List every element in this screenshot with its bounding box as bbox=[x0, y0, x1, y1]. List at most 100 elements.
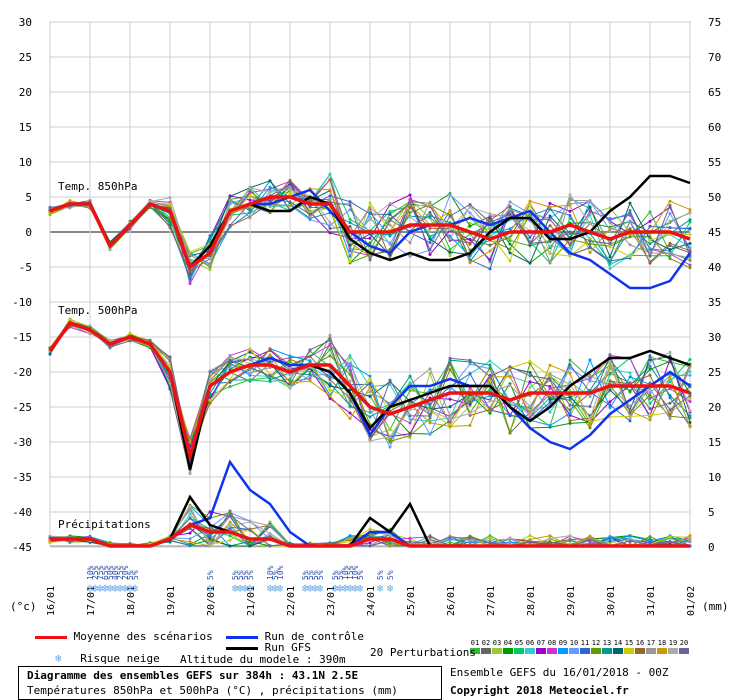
ensemble-member-point bbox=[228, 216, 232, 220]
ensemble-member-point bbox=[348, 361, 352, 365]
ensemble-member-point bbox=[588, 379, 592, 383]
ensemble-member-point bbox=[448, 540, 452, 544]
legend-control: Run de contrôle bbox=[226, 630, 364, 643]
ensemble-member-point bbox=[208, 527, 212, 531]
perturbation-swatch bbox=[602, 648, 612, 654]
ensemble-member-point bbox=[428, 414, 432, 418]
legend-snow-label: Risque neige bbox=[80, 652, 160, 665]
ensemble-member-point bbox=[548, 260, 552, 264]
ensemble-member-point bbox=[428, 408, 432, 412]
left-tick-label: -30 bbox=[12, 436, 32, 449]
snowflake-icon: ❄ bbox=[237, 582, 244, 595]
ensemble-member-point bbox=[368, 544, 372, 548]
right-tick-label: 55 bbox=[708, 156, 721, 169]
snowflake-icon: ❄ bbox=[347, 582, 354, 595]
perturbation-number: 08 bbox=[548, 639, 556, 647]
ensemble-member-point bbox=[428, 539, 432, 543]
snow-risk-percent: 5% bbox=[316, 570, 325, 580]
ensemble-member-point bbox=[308, 370, 312, 374]
perturbation-swatch bbox=[646, 648, 656, 654]
ensemble-member-point bbox=[268, 374, 272, 378]
ensemble-member-point bbox=[168, 355, 172, 359]
ensemble-member-point bbox=[528, 416, 532, 420]
ensemble-member-point bbox=[248, 520, 252, 524]
ensemble-member-point bbox=[468, 205, 472, 209]
ensemble-member-point bbox=[648, 254, 652, 258]
ensemble-member-point bbox=[408, 211, 412, 215]
ensemble-member-point bbox=[488, 249, 492, 253]
ensemble-member-point bbox=[548, 423, 552, 427]
ensemble-member-point bbox=[348, 354, 352, 358]
snow-risk-percent: 5% bbox=[301, 570, 310, 580]
ensemble-member-point bbox=[188, 508, 192, 512]
ensemble-member-point bbox=[488, 388, 492, 392]
snow-risk-percent: 5% bbox=[376, 570, 385, 580]
ensemble-member-point bbox=[648, 247, 652, 251]
ensemble-member-point bbox=[488, 220, 492, 224]
ensemble-member-point bbox=[508, 383, 512, 387]
ensemble-member-point bbox=[368, 527, 372, 531]
ensemble-member-point bbox=[508, 242, 512, 246]
ensemble-member-point bbox=[548, 410, 552, 414]
ensemble-member-point bbox=[288, 377, 292, 381]
snowflake-icon: ❄ bbox=[132, 582, 139, 595]
ensemble-member-point bbox=[308, 359, 312, 363]
snowflake-icon: ❄ bbox=[97, 582, 104, 595]
ensemble-member-point bbox=[648, 367, 652, 371]
ensemble-member-point bbox=[328, 343, 332, 347]
date-label: 27/01 bbox=[486, 586, 497, 616]
ensemble-member-point bbox=[168, 226, 172, 230]
ensemble-member-point bbox=[248, 347, 252, 351]
ensemble-member-point bbox=[188, 531, 192, 535]
perturbation-swatch bbox=[481, 648, 491, 654]
ensemble-member-point bbox=[608, 406, 612, 410]
ensemble-member-point bbox=[448, 417, 452, 421]
ensemble-member-point bbox=[328, 375, 332, 379]
date-label: 24/01 bbox=[366, 586, 377, 616]
perturbation-swatch bbox=[547, 648, 557, 654]
left-tick-label: 0 bbox=[25, 226, 32, 239]
ensemble-member-point bbox=[328, 223, 332, 227]
snow-risk-percent: 5% bbox=[246, 570, 255, 580]
ensemble-member-point bbox=[548, 386, 552, 390]
ensemble-member-point bbox=[628, 389, 632, 393]
ensemble-member-point bbox=[528, 540, 532, 544]
ensemble-member-point bbox=[428, 388, 432, 392]
ensemble-member-point bbox=[668, 401, 672, 405]
ensemble-member-point bbox=[68, 199, 72, 203]
ensemble-member-point bbox=[488, 541, 492, 545]
ensemble-member-point bbox=[628, 536, 632, 540]
snowflake-icon: ❄ bbox=[317, 582, 324, 595]
ensemble-member-point bbox=[228, 198, 232, 202]
ensemble-member-point bbox=[228, 538, 232, 542]
ensemble-member-point bbox=[408, 436, 412, 440]
ensemble-member-point bbox=[568, 421, 572, 425]
ensemble-member-point bbox=[648, 381, 652, 385]
ensemble-member-point bbox=[688, 421, 692, 425]
right-tick-label: 60 bbox=[708, 121, 721, 134]
snow-risk-percent: 5% bbox=[236, 570, 245, 580]
ensemble-member-point bbox=[648, 418, 652, 422]
ensemble-member-point bbox=[528, 385, 532, 389]
snow-risk-percent: 5% bbox=[306, 570, 315, 580]
ensemble-member-point bbox=[348, 260, 352, 264]
perturbation-swatch bbox=[514, 648, 524, 654]
date-label: 16/01 bbox=[46, 586, 57, 616]
ensemble-member-point bbox=[688, 414, 692, 418]
snowflake-icon: ❄ bbox=[207, 582, 214, 595]
ensemble-member-point bbox=[508, 238, 512, 242]
ensemble-member-point bbox=[648, 535, 652, 539]
ensemble-member-point bbox=[228, 194, 232, 198]
left-tick-label: -25 bbox=[12, 401, 32, 414]
ensemble-member-point bbox=[248, 528, 252, 532]
snow-risk-percent: 5% bbox=[126, 570, 135, 580]
ensemble-member-point bbox=[608, 536, 612, 540]
ensemble-member-point bbox=[188, 253, 192, 257]
ensemble-member-point bbox=[628, 411, 632, 415]
ensemble-member-point bbox=[688, 263, 692, 267]
ensemble-member-point bbox=[388, 383, 392, 387]
ensemble-member-point bbox=[508, 236, 512, 240]
snowflake-icon: ❄ bbox=[92, 582, 99, 595]
right-tick-label: 20 bbox=[708, 401, 721, 414]
ensemble-member-point bbox=[468, 211, 472, 215]
